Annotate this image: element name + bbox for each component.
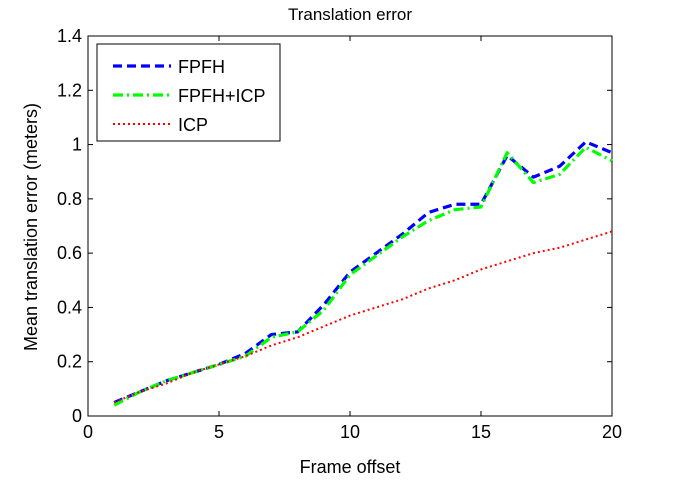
y-tick-label: 0 (72, 406, 82, 426)
legend-box (96, 43, 281, 142)
y-tick-label: 0.6 (57, 243, 82, 263)
chart-title: Translation error (288, 5, 412, 24)
series-line-fpfh-icp (113, 145, 613, 407)
x-tick-label: 10 (340, 422, 360, 442)
x-axis-label: Frame offset (300, 457, 401, 477)
legend-label: FPFH (178, 57, 225, 77)
series-line-icp (113, 230, 613, 404)
y-axis-label: Mean translation error (meters) (21, 103, 41, 351)
legend-label: FPFH+ICP (178, 86, 266, 106)
y-tick-label: 1.4 (57, 26, 82, 46)
series-group (113, 140, 613, 407)
y-tick-label: 0.8 (57, 189, 82, 209)
y-tick-label: 0.2 (57, 352, 82, 372)
x-axis: 0 5 10 15 20 (83, 36, 622, 442)
y-tick-label: 1 (72, 135, 82, 155)
x-tick-label: 5 (214, 422, 224, 442)
legend-label: ICP (178, 115, 208, 135)
y-tick-label: 0.4 (57, 297, 82, 317)
y-tick-label: 1.2 (57, 80, 82, 100)
x-tick-label: 20 (602, 422, 622, 442)
y-axis: 0 0.2 0.4 0.6 0.8 1 1.2 1.4 (57, 26, 612, 426)
x-tick-label: 0 (83, 422, 93, 442)
legend: FPFH FPFH+ICP ICP (96, 43, 281, 142)
x-tick-label: 15 (471, 422, 491, 442)
